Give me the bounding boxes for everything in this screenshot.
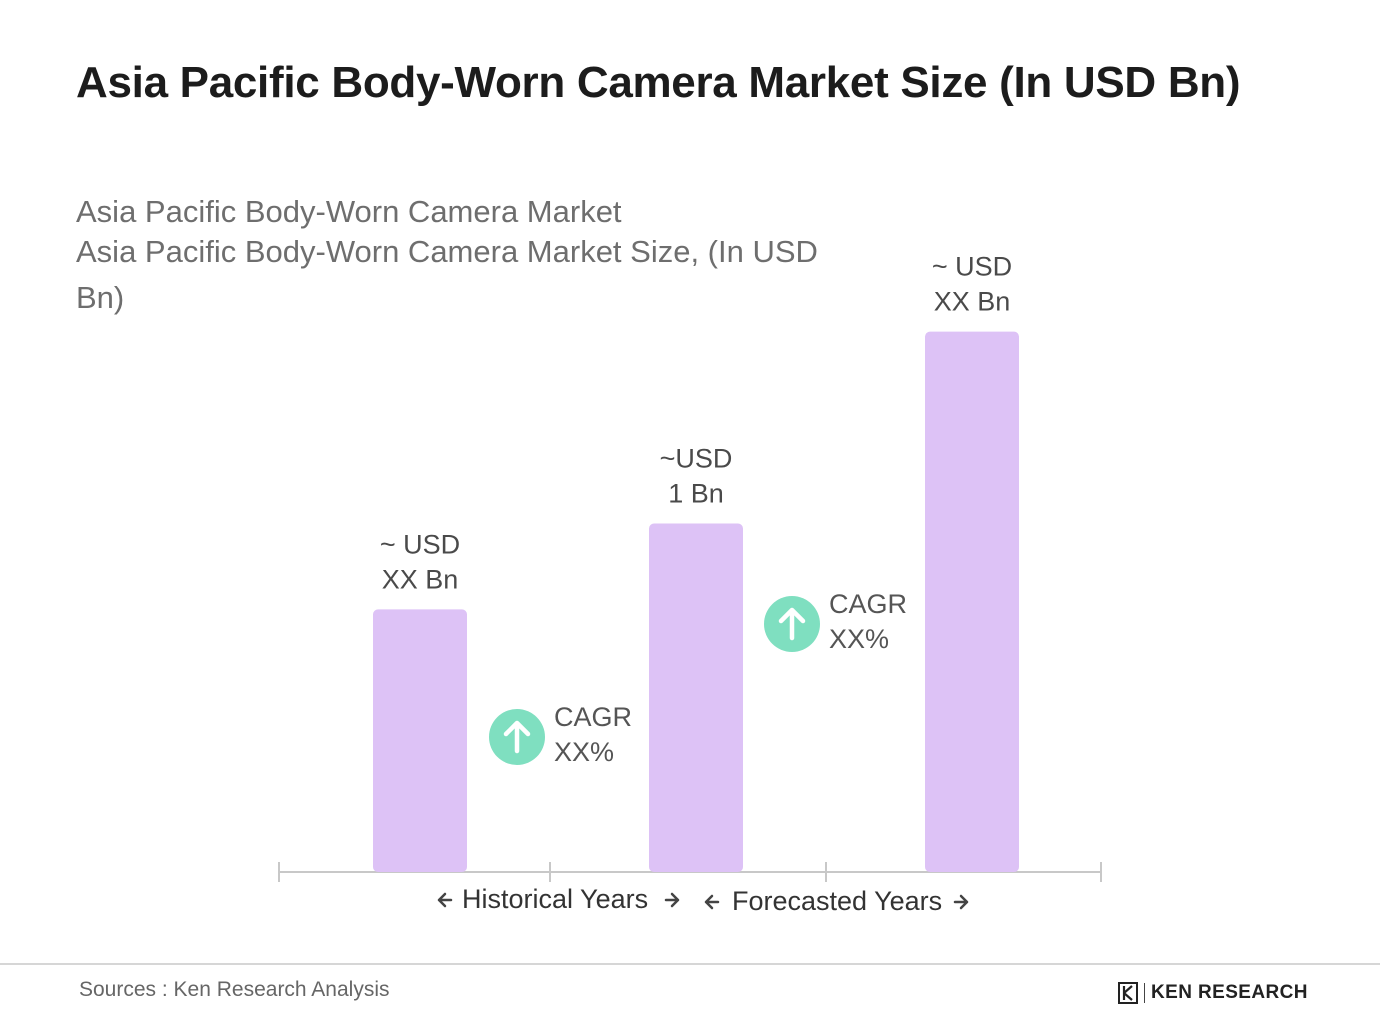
historical-right-arrow-icon [664, 892, 680, 908]
bar-3-label-line-2: XX Bn [934, 287, 1011, 317]
bar-chart: ~ USD XX Bn ~USD 1 Bn ~ USD XX Bn CAGR XX% CAGR X… [278, 252, 1102, 916]
historical-left-arrow-icon [437, 892, 453, 908]
chart-title: Asia Pacific Body-Worn Camera Market Siz… [76, 58, 1241, 107]
bar-2 [649, 523, 743, 872]
chart-subtitle-line-1: Asia Pacific Body-Worn Camera Market [76, 194, 622, 229]
brand-logo: KEN RESEARCH [1118, 980, 1308, 1006]
forecasted-left-arrow-icon [704, 894, 720, 910]
chart-subtitle-line-2: Asia Pacific Body-Worn Camera Market Siz… [76, 234, 818, 269]
cagr-1-arrow-glyph [503, 720, 531, 754]
bar-3 [925, 331, 1019, 872]
cagr-2-arrow-glyph [778, 607, 806, 641]
ken-research-logo-icon [1118, 982, 1138, 1004]
bar-1 [373, 609, 467, 872]
cagr-1-label: CAGR [554, 702, 632, 732]
forecasted-right-arrow-icon [953, 894, 969, 910]
forecasted-years-label: Forecasted Years [732, 886, 942, 916]
cagr-2-value: XX% [829, 624, 889, 654]
bar-1-label-line-1: ~ USD [380, 529, 460, 559]
cagr-2-label: CAGR [829, 589, 907, 619]
cagr-1-value: XX% [554, 737, 614, 767]
historical-years-label: Historical Years [462, 884, 648, 914]
bar-1-label-line-2: XX Bn [382, 564, 459, 594]
brand-separator [1144, 983, 1145, 1003]
brand-name: KEN RESEARCH [1151, 982, 1308, 1003]
bar-3-label-line-1: ~ USD [932, 252, 1012, 282]
footer-divider [0, 963, 1380, 965]
bar-2-label-line-1: ~USD [660, 444, 733, 474]
chart-subtitle-line-3: Bn) [76, 280, 125, 315]
bar-2-label-line-2: 1 Bn [668, 479, 724, 509]
source-note: Sources : Ken Research Analysis [79, 978, 390, 1001]
